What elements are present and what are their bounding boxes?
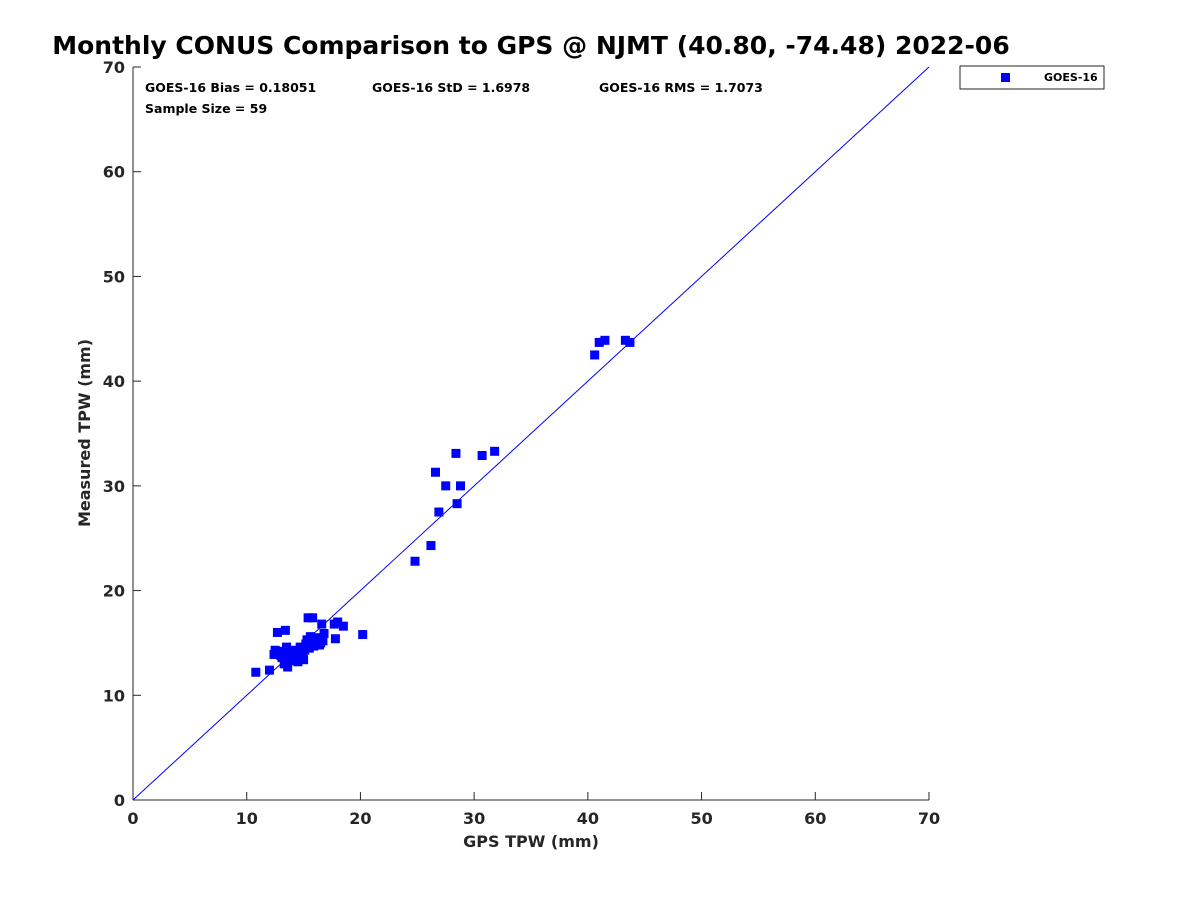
chart-title: Monthly CONUS Comparison to GPS @ NJMT (…: [52, 31, 1009, 60]
data-point: [600, 335, 610, 345]
data-point: [295, 642, 305, 652]
data-point: [283, 662, 293, 672]
data-point: [477, 450, 487, 460]
x-tick-label: 30: [463, 809, 485, 828]
data-point: [594, 337, 604, 347]
data-point: [305, 632, 315, 642]
legend-marker-goes-16: [1001, 73, 1010, 82]
data-point: [455, 481, 465, 491]
data-point: [301, 639, 311, 649]
data-point: [625, 337, 635, 347]
x-tick-label: 70: [918, 809, 940, 828]
data-point: [277, 653, 287, 663]
data-point: [430, 467, 440, 477]
data-point: [490, 446, 500, 456]
data-point: [309, 641, 319, 651]
rms-stat: GOES-16 RMS = 1.7073: [599, 80, 763, 95]
data-point: [264, 665, 274, 675]
data-point: [451, 448, 461, 458]
data-point: [317, 619, 327, 629]
data-point: [286, 649, 296, 659]
data-point: [316, 638, 326, 648]
data-point: [297, 647, 307, 657]
y-tick-label: 10: [103, 686, 125, 705]
x-tick-label: 60: [804, 809, 826, 828]
data-point: [441, 481, 451, 491]
x-ticks: 0 10 20 30 40 50 60 70: [127, 792, 940, 828]
data-point: [308, 613, 318, 623]
legend: GOES-16: [959, 65, 1105, 90]
data-point: [312, 633, 322, 643]
data-point: [280, 625, 290, 635]
data-point: [319, 629, 329, 639]
data-point: [330, 634, 340, 644]
sample-size-stat: Sample Size = 59: [145, 101, 267, 116]
x-tick-label: 20: [349, 809, 371, 828]
data-point: [434, 507, 444, 517]
data-point: [338, 621, 348, 631]
data-point: [620, 335, 630, 345]
y-tick-label: 0: [114, 791, 125, 810]
x-tick-label: 0: [127, 809, 138, 828]
y-tick-label: 30: [103, 477, 125, 496]
data-point: [303, 613, 313, 623]
data-point: [251, 667, 261, 677]
x-axis-label: GPS TPW (mm): [463, 832, 599, 851]
data-point: [278, 647, 288, 657]
y-tick-label: 70: [103, 58, 125, 77]
x-tick-label: 10: [236, 809, 258, 828]
x-tick-label: 40: [577, 809, 599, 828]
plot-area: 0 10 20 30 40 50 60 70 0 10 20 30 40 50 60 70: [103, 58, 940, 828]
data-point: [299, 655, 309, 665]
data-point: [358, 630, 368, 640]
bias-stat: GOES-16 Bias = 0.18051: [145, 80, 316, 95]
data-point: [333, 617, 343, 627]
data-point: [272, 627, 282, 637]
data-point: [410, 556, 420, 566]
data-point: [590, 350, 600, 360]
y-axis-label: Measured TPW (mm): [75, 339, 94, 527]
y-tick-label: 40: [103, 372, 125, 391]
data-point: [426, 541, 436, 551]
y-tick-label: 60: [103, 163, 125, 182]
data-point: [274, 646, 284, 656]
x-tick-label: 50: [690, 809, 712, 828]
one-to-one-reference-line: [132, 66, 930, 801]
y-tick-label: 50: [103, 267, 125, 286]
legend-box: [959, 65, 1105, 90]
std-stat: GOES-16 StD = 1.6978: [372, 80, 530, 95]
data-point: [282, 642, 292, 652]
legend-label-goes-16: GOES-16: [1044, 71, 1098, 84]
data-point: [452, 499, 462, 509]
data-point: [293, 657, 303, 667]
y-ticks: 0 10 20 30 40 50 60 70: [103, 58, 141, 810]
scatter-points: [251, 335, 635, 677]
y-tick-label: 20: [103, 582, 125, 601]
